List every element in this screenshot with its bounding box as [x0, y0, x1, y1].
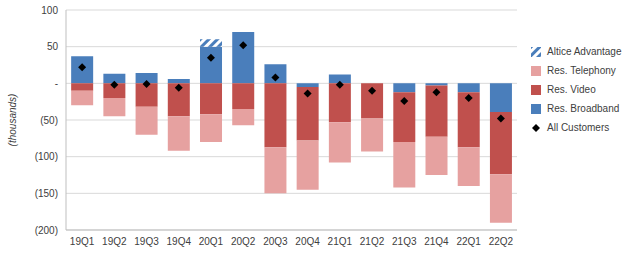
svg-text:20Q4: 20Q4 [295, 236, 320, 247]
svg-text:22Q1: 22Q1 [456, 236, 481, 247]
svg-text:21Q4: 21Q4 [424, 236, 449, 247]
svg-text:21Q3: 21Q3 [392, 236, 417, 247]
html-text:Res. Telephony: Res. Telephony [547, 65, 616, 76]
svg-text:50: 50 [47, 41, 59, 52]
svg-text:(50): (50) [40, 115, 58, 126]
svg-text:19Q3: 19Q3 [134, 236, 159, 247]
html-text:Res. Broadband: Res. Broadband [547, 103, 620, 114]
svg-text:-: - [55, 78, 58, 89]
html-text:Altice Advantage: Altice Advantage [547, 46, 622, 57]
svg-text:(thousands): (thousands) [8, 94, 18, 147]
svg-text:100: 100 [41, 5, 58, 16]
svg-text:(150): (150) [35, 188, 58, 199]
svg-text:19Q1: 19Q1 [70, 236, 95, 247]
svg-text:(100): (100) [35, 151, 58, 162]
svg-text:19Q2: 19Q2 [102, 236, 127, 247]
svg-text:19Q4: 19Q4 [167, 236, 192, 247]
html-text:All Customers: All Customers [547, 122, 610, 133]
svg-text:21Q1: 21Q1 [328, 236, 353, 247]
svg-text:(200): (200) [35, 225, 58, 236]
svg-text:20Q1: 20Q1 [199, 236, 224, 247]
svg-text:20Q3: 20Q3 [263, 236, 288, 247]
svg-text:20Q2: 20Q2 [231, 236, 256, 247]
svg-text:21Q2: 21Q2 [360, 236, 385, 247]
svg-text:22Q2: 22Q2 [489, 236, 514, 247]
html-text:Res. Video: Res. Video [547, 84, 596, 95]
